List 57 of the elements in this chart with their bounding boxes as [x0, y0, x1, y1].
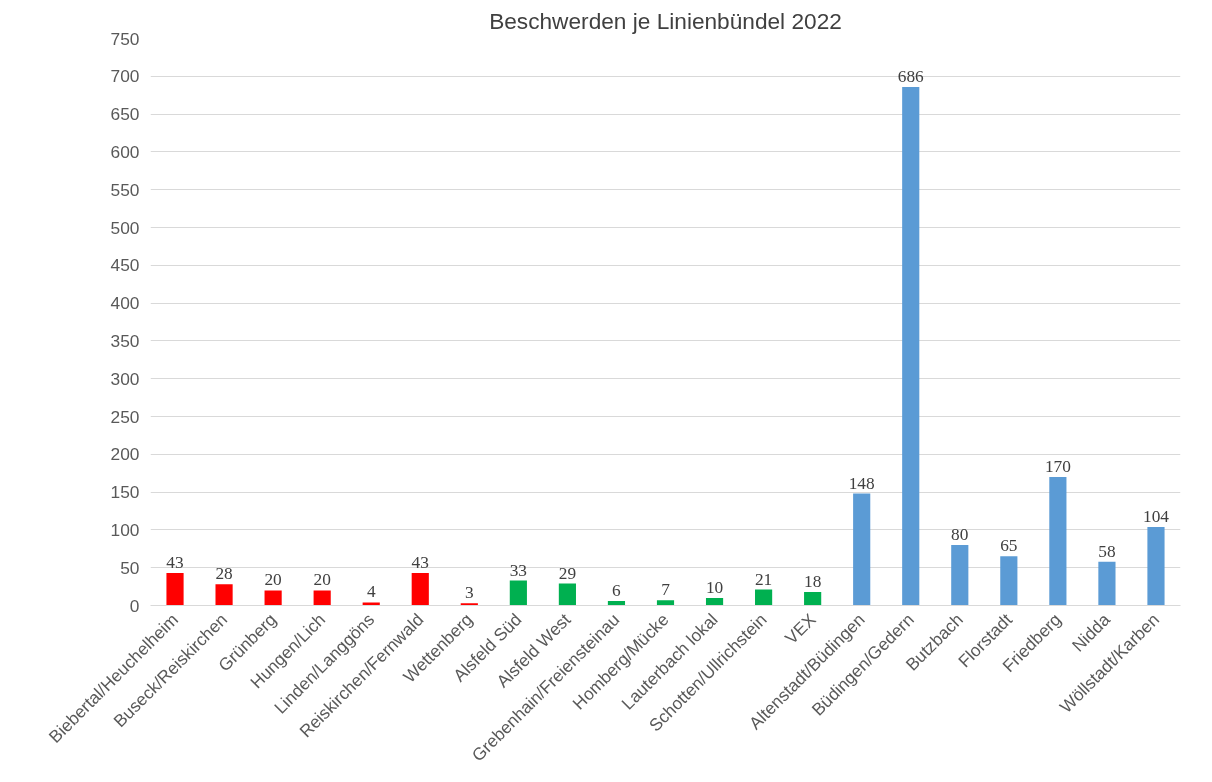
data-label: 148 [848, 473, 875, 493]
data-label: 28 [215, 564, 233, 584]
bar [1000, 556, 1018, 606]
y-tick-label: 600 [110, 141, 140, 162]
y-tick-label: 500 [110, 217, 140, 238]
data-label: 58 [1098, 541, 1116, 561]
data-label: 65 [1000, 536, 1018, 556]
bar [362, 602, 380, 606]
data-label: 4 [366, 582, 376, 602]
bar [411, 572, 429, 606]
chart-title: Beschwerden je Linienbündel 2022 [489, 7, 842, 34]
data-label: 7 [661, 580, 671, 600]
data-label: 104 [1142, 506, 1170, 526]
y-tick-label: 400 [110, 293, 140, 314]
bar [264, 590, 282, 606]
y-tick-label: 750 [110, 28, 140, 49]
bar [166, 572, 184, 606]
bar [656, 600, 675, 606]
y-tick-label: 700 [110, 66, 140, 87]
y-tick-label: 650 [110, 104, 140, 125]
data-label: 43 [166, 552, 184, 572]
y-tick-label: 350 [110, 330, 140, 351]
data-label: 33 [509, 560, 528, 580]
data-label: 43 [411, 552, 429, 572]
bar [1098, 561, 1116, 606]
data-label: 80 [951, 525, 969, 545]
y-tick-label: 100 [110, 519, 140, 540]
y-tick-label: 250 [110, 406, 140, 427]
bar [1049, 476, 1067, 606]
data-label: 170 [1044, 456, 1071, 476]
data-label: 6 [612, 580, 622, 600]
bar [313, 590, 331, 606]
y-tick-label: 550 [110, 179, 140, 200]
bar [558, 583, 576, 606]
bar [509, 580, 527, 606]
y-tick-label: 200 [110, 444, 140, 465]
data-label: 29 [558, 563, 577, 583]
data-label: 10 [705, 577, 724, 597]
data-label: 3 [464, 583, 474, 603]
y-tick-label: 150 [110, 482, 140, 503]
bar [1147, 526, 1165, 606]
bar [215, 584, 233, 606]
data-label: 18 [803, 571, 822, 591]
bar [951, 545, 969, 606]
data-label: 686 [897, 66, 925, 86]
bar [902, 86, 920, 606]
bar [853, 493, 871, 606]
y-tick-label: 50 [120, 557, 140, 578]
data-label: 20 [264, 570, 282, 590]
y-tick-label: 0 [129, 595, 140, 616]
y-tick-label: 450 [110, 255, 140, 276]
bar [705, 597, 724, 606]
bar [804, 591, 822, 606]
bar [755, 589, 773, 606]
y-tick-label: 300 [110, 368, 140, 389]
data-label: 21 [754, 569, 773, 589]
data-label: 20 [313, 570, 331, 590]
